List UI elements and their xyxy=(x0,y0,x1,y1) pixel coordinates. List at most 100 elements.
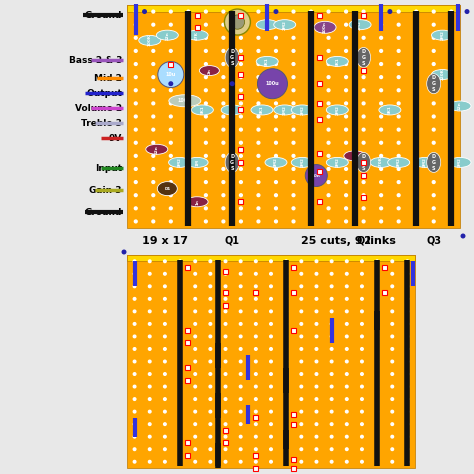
Ellipse shape xyxy=(256,56,278,66)
Circle shape xyxy=(380,49,383,52)
Ellipse shape xyxy=(326,56,348,66)
Circle shape xyxy=(362,23,365,26)
Circle shape xyxy=(432,155,435,157)
Circle shape xyxy=(391,298,393,300)
Circle shape xyxy=(380,207,383,210)
Circle shape xyxy=(380,168,383,170)
Ellipse shape xyxy=(225,47,239,67)
Circle shape xyxy=(376,360,378,363)
Bar xyxy=(291,465,296,471)
Text: 22n: 22n xyxy=(230,106,234,114)
Circle shape xyxy=(194,373,197,375)
Circle shape xyxy=(315,335,318,338)
Text: D: D xyxy=(230,154,234,159)
Text: 5K1: 5K1 xyxy=(265,57,269,66)
Circle shape xyxy=(391,273,393,275)
Circle shape xyxy=(361,360,363,363)
Circle shape xyxy=(345,181,347,183)
Circle shape xyxy=(310,194,312,197)
Circle shape xyxy=(274,63,277,65)
Circle shape xyxy=(158,62,184,88)
Circle shape xyxy=(380,155,383,157)
Circle shape xyxy=(285,373,287,375)
Text: 5K1: 5K1 xyxy=(260,106,264,114)
Circle shape xyxy=(406,448,409,450)
Text: Ground: Ground xyxy=(85,10,122,19)
Circle shape xyxy=(274,220,277,223)
Ellipse shape xyxy=(449,101,471,111)
Circle shape xyxy=(133,285,136,288)
Circle shape xyxy=(292,63,295,65)
Bar xyxy=(317,81,322,86)
Circle shape xyxy=(152,115,155,118)
Circle shape xyxy=(361,323,363,325)
Circle shape xyxy=(450,115,453,118)
Circle shape xyxy=(164,298,166,300)
Circle shape xyxy=(300,347,302,350)
Circle shape xyxy=(209,423,212,426)
Circle shape xyxy=(274,155,277,157)
Text: D1: D1 xyxy=(164,187,171,191)
Circle shape xyxy=(194,347,197,350)
Circle shape xyxy=(255,347,257,350)
Circle shape xyxy=(362,36,365,39)
Circle shape xyxy=(255,460,257,463)
Circle shape xyxy=(274,141,277,144)
Circle shape xyxy=(361,373,363,375)
Circle shape xyxy=(415,23,418,26)
Circle shape xyxy=(346,448,348,450)
Circle shape xyxy=(164,436,166,438)
Circle shape xyxy=(224,423,227,426)
Circle shape xyxy=(330,310,333,313)
Circle shape xyxy=(194,335,197,338)
Circle shape xyxy=(327,36,330,39)
Circle shape xyxy=(450,168,453,170)
Bar xyxy=(185,453,190,458)
Text: Q1: Q1 xyxy=(225,235,240,245)
Circle shape xyxy=(152,23,155,26)
Circle shape xyxy=(380,10,383,13)
Circle shape xyxy=(179,460,182,463)
Circle shape xyxy=(315,260,318,263)
Circle shape xyxy=(391,373,393,375)
Bar xyxy=(291,265,296,270)
Circle shape xyxy=(224,385,227,388)
Bar xyxy=(361,195,366,201)
Circle shape xyxy=(257,89,260,91)
Text: S: S xyxy=(362,166,365,171)
Circle shape xyxy=(255,410,257,413)
Bar xyxy=(238,108,244,112)
Circle shape xyxy=(415,49,418,52)
Bar xyxy=(168,62,173,66)
Text: D: D xyxy=(432,154,436,159)
Circle shape xyxy=(300,335,302,338)
Circle shape xyxy=(330,436,333,438)
Circle shape xyxy=(164,347,166,350)
Bar xyxy=(361,173,366,178)
Circle shape xyxy=(274,89,277,91)
Circle shape xyxy=(450,220,453,223)
Circle shape xyxy=(432,76,435,79)
Circle shape xyxy=(345,102,347,105)
Circle shape xyxy=(285,360,287,363)
Circle shape xyxy=(270,298,272,300)
Circle shape xyxy=(209,273,212,275)
Circle shape xyxy=(169,49,172,52)
Circle shape xyxy=(406,436,409,438)
Circle shape xyxy=(310,89,312,91)
Circle shape xyxy=(224,448,227,450)
Circle shape xyxy=(209,410,212,413)
Circle shape xyxy=(164,360,166,363)
Circle shape xyxy=(415,220,418,223)
Circle shape xyxy=(432,23,435,26)
Circle shape xyxy=(361,423,363,426)
Circle shape xyxy=(187,36,190,39)
Circle shape xyxy=(361,310,363,313)
Circle shape xyxy=(169,181,172,183)
Circle shape xyxy=(397,207,400,210)
Circle shape xyxy=(152,63,155,65)
Circle shape xyxy=(274,10,277,13)
Circle shape xyxy=(391,360,393,363)
Circle shape xyxy=(315,410,318,413)
Circle shape xyxy=(257,102,260,105)
